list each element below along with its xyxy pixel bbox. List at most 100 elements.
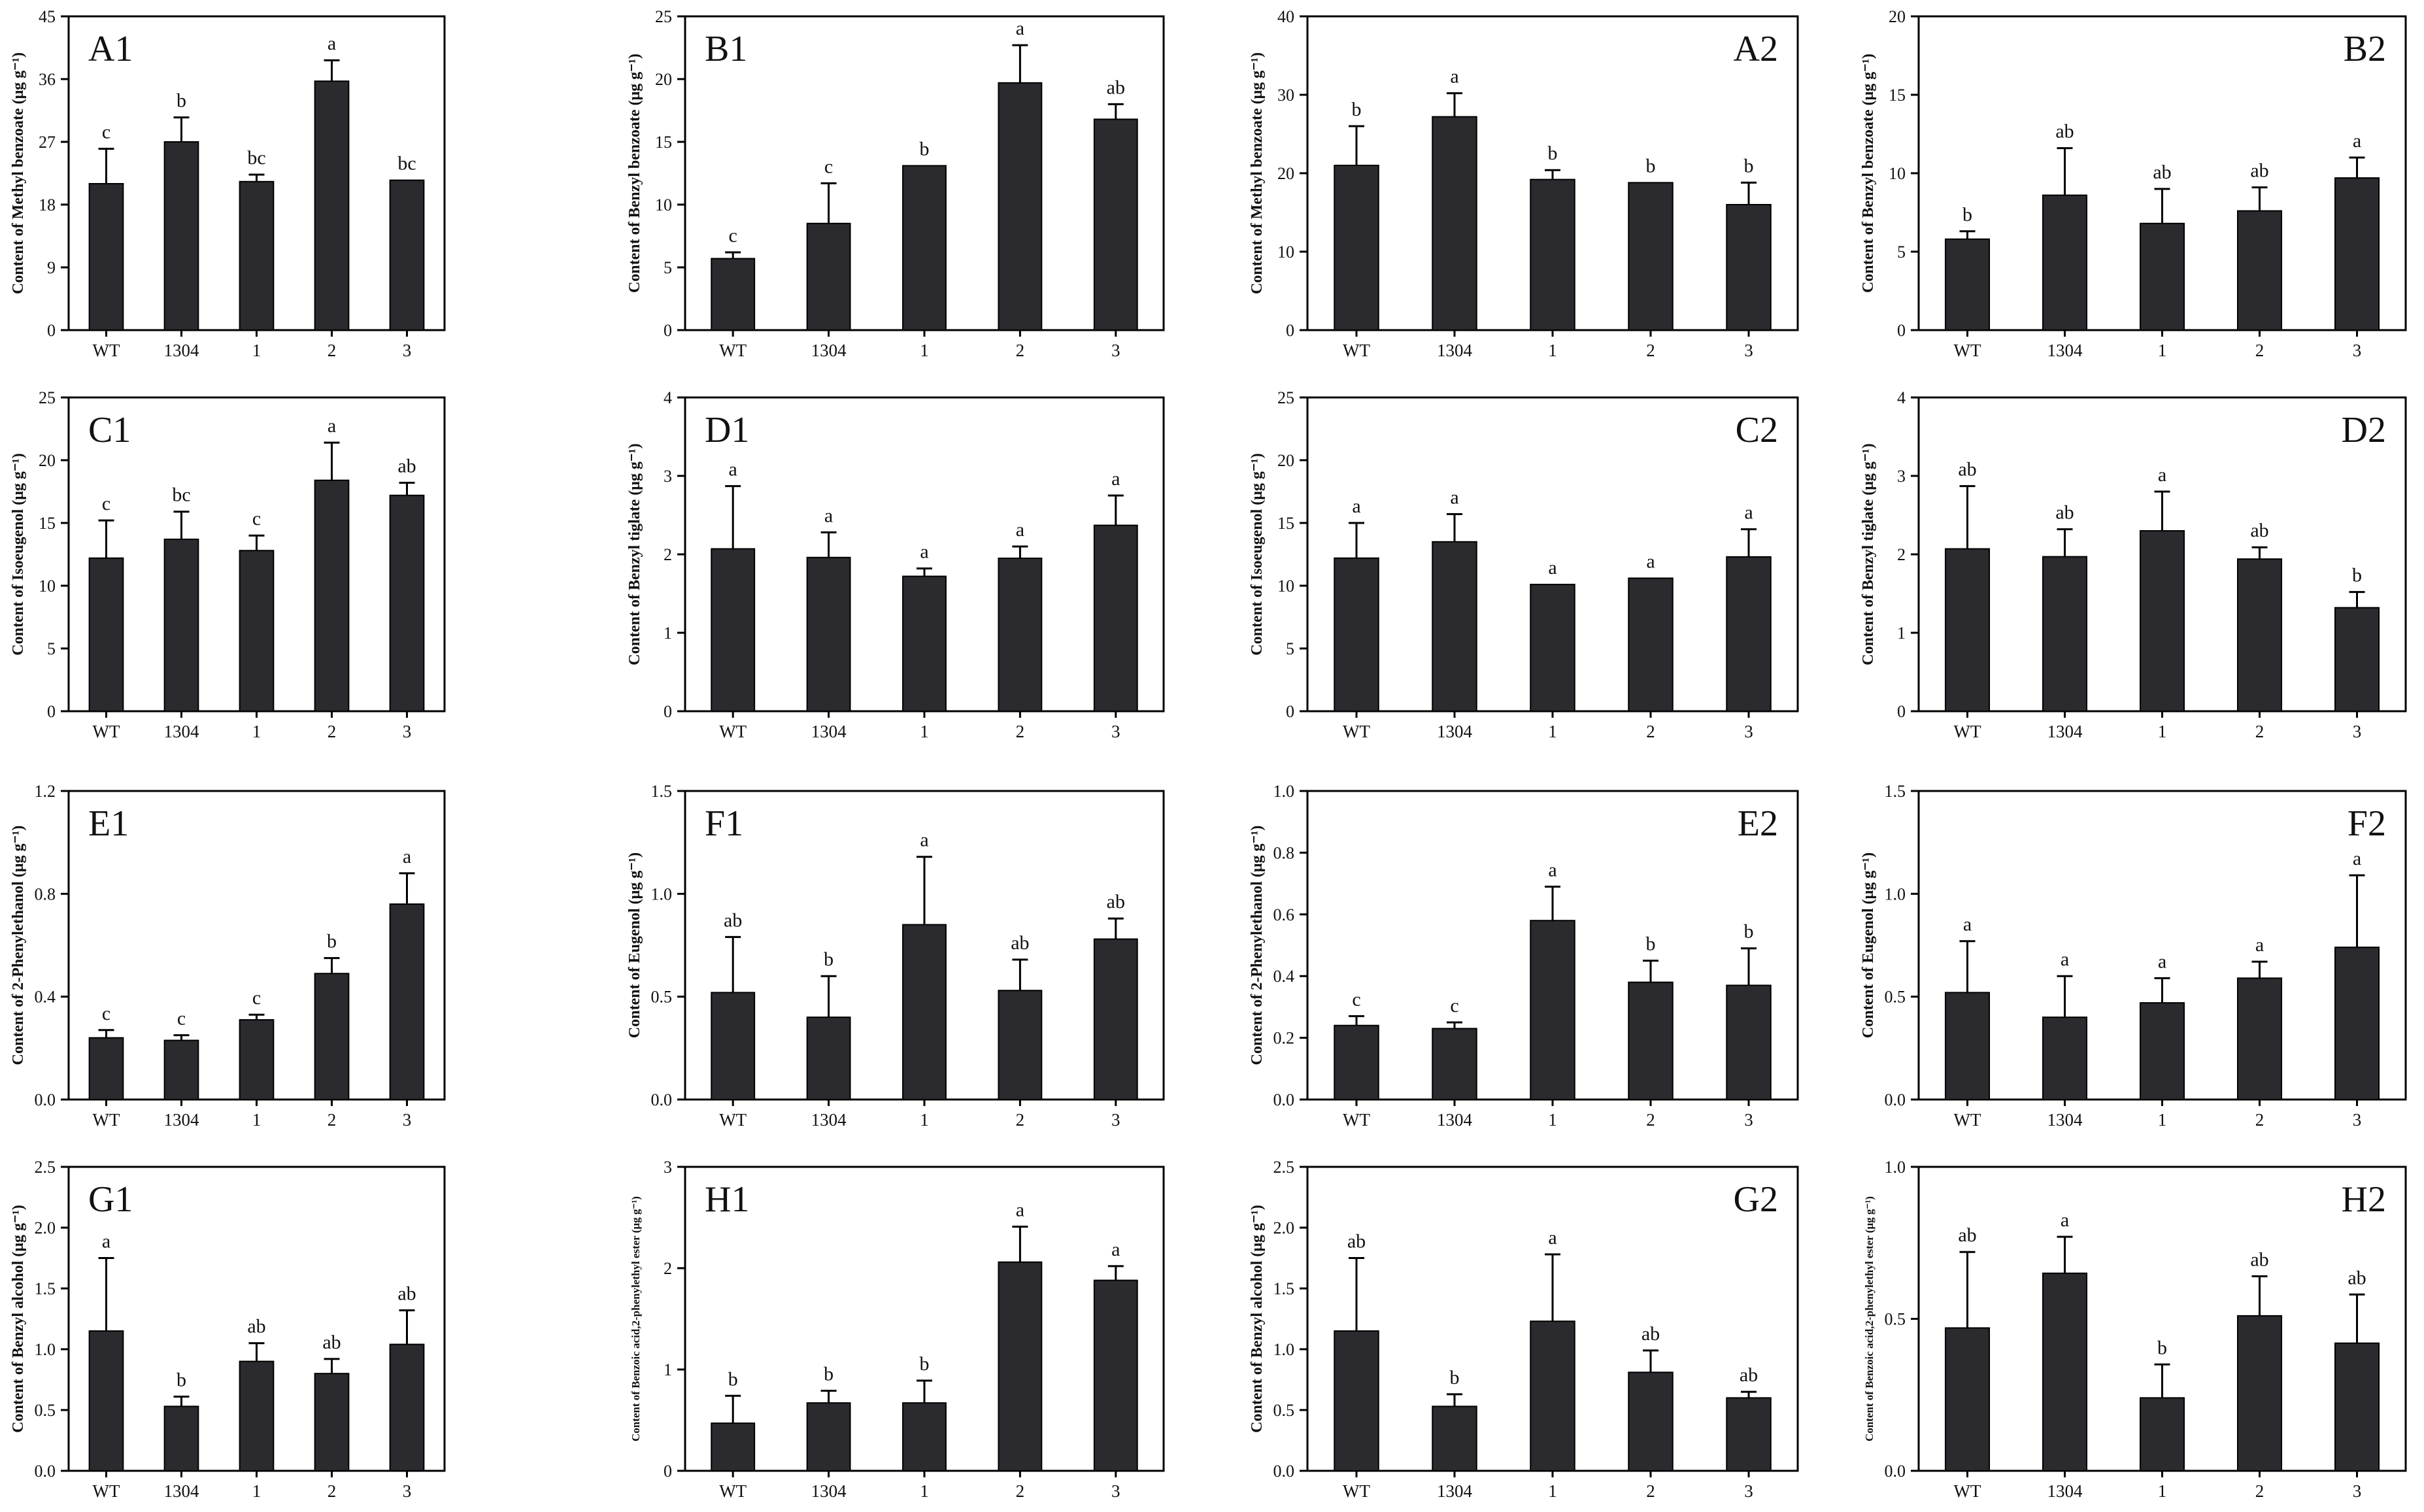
significance-letter: a [1111, 468, 1120, 490]
significance-letter: ab [2055, 121, 2074, 143]
bar [998, 558, 1043, 712]
y-tick-label: 0 [47, 321, 56, 340]
x-tick-label: 2 [328, 722, 337, 741]
x-tick-label: 3 [1111, 341, 1120, 360]
y-tick-label: 25 [1277, 388, 1294, 407]
significance-letter: b [327, 931, 337, 952]
y-axis-label: Content of Benzyl benzoate (μg g⁻¹) [626, 54, 643, 293]
y-tick-label: 18 [39, 195, 56, 214]
x-tick-label: WT [93, 1481, 120, 1501]
significance-letter: b [728, 1368, 738, 1390]
panel-label: G1 [88, 1179, 133, 1220]
x-tick-label: 1 [920, 722, 929, 741]
bar [1530, 920, 1575, 1100]
bar [2334, 947, 2380, 1100]
y-tick-label: 5 [664, 258, 672, 277]
y-tick-label: 1.5 [651, 782, 673, 801]
x-tick-label: WT [719, 1481, 747, 1501]
x-tick-label: 1 [2158, 722, 2167, 741]
chart-panel-b1: 0 5 10 15 20 25 Content of Benzyl benzoate (μg… [626, 7, 1165, 360]
x-tick-label: 2 [1016, 722, 1025, 741]
x-tick-label: WT [93, 1110, 120, 1130]
y-tick-label: 9 [47, 258, 56, 277]
panel-label: F1 [705, 803, 743, 844]
significance-letter: b [1646, 933, 1656, 955]
y-tick-label: 0.4 [1273, 967, 1295, 986]
y-axis-label: Content of 2-Phenylethanol (μg g⁻¹) [1249, 826, 1266, 1066]
x-tick-label: WT [1343, 1481, 1370, 1501]
x-tick-label: 1304 [811, 722, 847, 741]
y-tick-label: 1.0 [651, 884, 673, 903]
significance-letter: a [1016, 1199, 1024, 1220]
significance-letter: b [177, 1369, 186, 1391]
significance-letter: a [328, 33, 336, 54]
bar [806, 556, 851, 712]
bar [2236, 558, 2283, 713]
bar [239, 180, 275, 331]
bar [711, 992, 756, 1100]
x-tick-label: 2 [328, 1481, 337, 1501]
chart-panel-g1: 0.0 0.5 1.0 1.5 2.0 2.5 Content of Benzyl alco… [10, 1158, 446, 1501]
chart-panel-b2: 0 5 10 15 20 Content of Benzyl benzoate (μg g… [1860, 7, 2407, 360]
bar [1726, 984, 1772, 1100]
x-tick-label: 1304 [2047, 1481, 2083, 1501]
significance-letter: bc [397, 153, 416, 175]
x-tick-label: 1 [252, 1481, 261, 1501]
x-tick-label: 2 [1646, 341, 1655, 360]
bar [88, 1330, 124, 1471]
y-tick-label: 1.5 [1885, 782, 1906, 801]
y-tick-label: 2.0 [35, 1218, 56, 1237]
x-tick-label: WT [719, 722, 747, 741]
significance-letter: b [177, 90, 186, 112]
x-tick-label: WT [719, 341, 747, 360]
y-tick-label: 10 [39, 577, 56, 596]
x-tick-label: 3 [1744, 341, 1753, 360]
chart-panel-a2: 0 10 20 30 40 Content of Methyl benzoate (μg … [1249, 7, 1799, 360]
y-tick-label: 0.4 [35, 988, 56, 1007]
x-tick-label: 1304 [811, 341, 847, 360]
x-tick-label: 2 [1646, 722, 1655, 741]
y-tick-label: 0 [1286, 702, 1294, 721]
panel-label: H1 [705, 1179, 749, 1220]
x-tick-label: 2 [2255, 341, 2264, 360]
bar [2042, 1272, 2088, 1471]
y-tick-label: 4 [1897, 388, 1906, 407]
y-tick-label: 0 [1897, 321, 1906, 340]
y-tick-label: 20 [1277, 164, 1294, 183]
bar [902, 1402, 947, 1471]
y-tick-label: 0.8 [1273, 843, 1295, 862]
bar [998, 990, 1043, 1101]
significance-letter: ab [1641, 1323, 1660, 1345]
significance-letter: b [1548, 143, 1558, 164]
significance-letter: a [2255, 934, 2264, 956]
significance-letter: b [920, 1353, 930, 1375]
chart-panel-g2: 0.0 0.5 1.0 1.5 2.0 2.5 Content of Benzyl alco… [1249, 1158, 1799, 1501]
x-tick-label: 1304 [1437, 722, 1473, 741]
y-axis-label: Content of Eugenol (μg g⁻¹) [1860, 852, 1877, 1038]
chart-panel-e2: 0.0 0.2 0.4 0.6 0.8 1.0 Content of 2-Phenyleth… [1249, 782, 1799, 1130]
bar [2139, 530, 2185, 712]
significance-letter: c [102, 122, 110, 143]
y-tick-label: 1 [1897, 624, 1906, 643]
significance-letter: ab [2348, 1267, 2366, 1288]
significance-letter: ab [2250, 520, 2268, 541]
y-tick-label: 5 [1897, 243, 1906, 261]
y-tick-label: 25 [39, 388, 56, 407]
y-axis-label: Content of Benzoic acid,2-phenylethyl es… [1863, 1196, 1876, 1441]
significance-letter: ab [397, 456, 416, 477]
panel-label: H2 [2342, 1179, 2386, 1220]
x-tick-label: 3 [1744, 1110, 1753, 1130]
y-tick-label: 2.5 [35, 1158, 56, 1177]
bar [2334, 177, 2380, 331]
bar [2139, 1002, 2185, 1101]
x-tick-label: 2 [1646, 1110, 1655, 1130]
bar [163, 1405, 199, 1471]
y-tick-label: 1.0 [1885, 884, 1906, 903]
significance-letter: ab [1958, 1224, 1976, 1246]
bar [314, 973, 350, 1101]
y-tick-label: 1.0 [1273, 782, 1295, 801]
y-axis-label: Content of Eugenol (μg g⁻¹) [626, 852, 643, 1038]
y-axis-label: Content of Isoeugenol (μg g⁻¹) [1249, 453, 1266, 655]
x-tick-label: 1304 [164, 1110, 200, 1130]
